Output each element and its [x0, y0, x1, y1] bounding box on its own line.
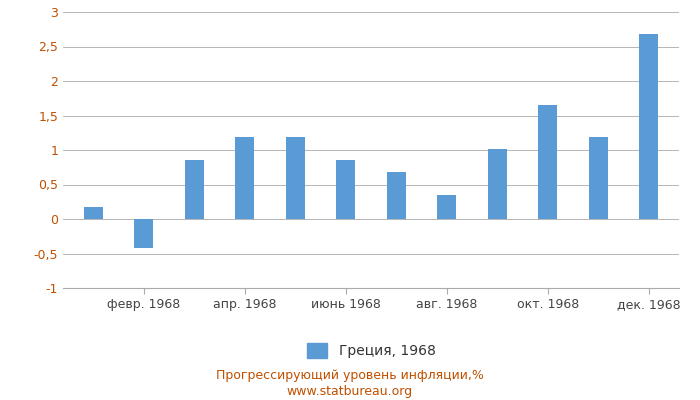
Bar: [488, 149, 507, 219]
Bar: [639, 34, 658, 219]
Text: Прогрессирующий уровень инфляции,%: Прогрессирующий уровень инфляции,%: [216, 370, 484, 382]
Bar: [336, 160, 356, 219]
Bar: [235, 137, 254, 219]
Bar: [386, 172, 406, 219]
Bar: [134, 219, 153, 248]
Bar: [286, 137, 305, 219]
Text: www.statbureau.org: www.statbureau.org: [287, 386, 413, 398]
Bar: [589, 137, 608, 219]
Legend: Греция, 1968: Греция, 1968: [301, 338, 441, 364]
Bar: [185, 160, 204, 219]
Bar: [538, 105, 557, 219]
Bar: [84, 207, 103, 219]
Bar: [437, 195, 456, 219]
